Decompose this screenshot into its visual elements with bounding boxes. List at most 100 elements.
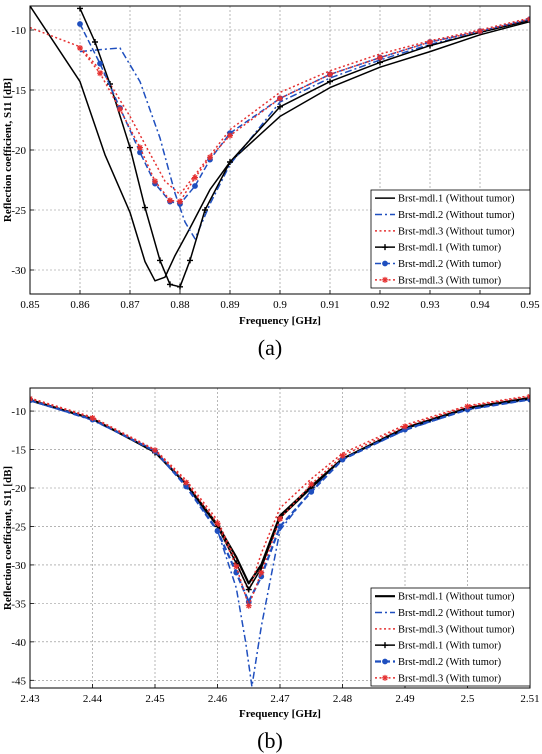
series-6-point	[207, 154, 213, 161]
series-5-point	[97, 60, 103, 67]
legend-marker	[382, 244, 388, 251]
y-tick-label: -10	[11, 25, 26, 37]
series-4-point	[202, 207, 208, 213]
series-6-point	[402, 423, 408, 430]
x-tick-label: 2.44	[83, 693, 103, 705]
y-tick-label: -20	[11, 145, 26, 157]
y-axis-label: Reflection coefficient, S11 [dB]	[2, 78, 14, 222]
panel-label: (b)	[257, 728, 283, 753]
series-6-point	[137, 144, 143, 151]
legend-entry: Brst-mdl.3 (With tumor)	[398, 673, 502, 684]
legend-box	[370, 587, 531, 687]
series-6-point	[77, 45, 83, 51]
y-tick-label: -25	[11, 205, 26, 217]
y-tick-label: -40	[11, 637, 26, 649]
x-tick-label: 0.91	[320, 299, 339, 311]
series-5-point	[192, 183, 198, 189]
y-tick-label: -15	[11, 445, 26, 457]
x-tick-label: 0.85	[20, 299, 40, 311]
series-6-point	[214, 520, 221, 527]
series-group	[30, 6, 530, 290]
x-axis-label: Frequency [GHz]	[239, 708, 321, 720]
legend-entry: Brst-mdl.3 (With tumor)	[398, 275, 502, 286]
y-tick-label: -25	[11, 521, 26, 533]
legend: Brst-mdl.1 (Without tumor) Brst-mdl.2 (Wi…	[370, 189, 531, 289]
panel-label: (a)	[258, 335, 282, 360]
x-tick-label: 2.46	[208, 693, 228, 705]
legend: Brst-mdl.1 (Without tumor) Brst-mdl.2 (Wi…	[370, 587, 531, 687]
y-tick-label: -20	[11, 483, 26, 495]
legend-entry: Brst-mdl.2 (Without tumor)	[398, 608, 515, 619]
legend-entry: Brst-mdl.2 (With tumor)	[398, 657, 502, 668]
x-tick-label: 0.88	[170, 299, 190, 311]
x-tick-label: 2.43	[20, 693, 40, 705]
series-4-point	[127, 144, 133, 151]
x-tick-label: 2.49	[395, 693, 415, 705]
series-6-point	[277, 95, 283, 102]
x-tick-label: 0.92	[370, 299, 389, 311]
x-axis-label: Frequency [GHz]	[239, 315, 321, 327]
series-4-point	[277, 103, 283, 110]
series-line-6	[30, 395, 530, 607]
series-4-point	[167, 281, 173, 288]
x-tick-label: 2.45	[145, 693, 165, 705]
series-6-point	[167, 197, 173, 204]
x-tick-label: 2.51	[520, 693, 539, 705]
x-tick-label: 0.86	[70, 299, 90, 311]
legend-entry: Brst-mdl.3 (Without tumor)	[398, 226, 515, 237]
series-6-point	[227, 132, 233, 139]
y-axis-label: Reflection coefficient, S11 [dB]	[2, 466, 14, 610]
legend-box	[370, 189, 531, 289]
series-6-point	[258, 569, 265, 576]
series-6-point	[327, 71, 333, 78]
series-line-5	[79, 18, 530, 205]
y-tick-label: -10	[11, 406, 26, 418]
legend-entry: Brst-mdl.3 (Without tumor)	[398, 624, 515, 635]
series-6-point	[427, 39, 433, 45]
series-6-point	[192, 174, 198, 181]
series-4-point	[227, 159, 233, 165]
series-6-point	[464, 403, 471, 410]
series-6-point	[89, 415, 96, 421]
series-4-point	[187, 257, 193, 264]
y-tick-label: -15	[11, 85, 26, 97]
series-4-point	[177, 283, 183, 290]
x-tick-label: 0.9	[273, 299, 287, 311]
series-line-3	[30, 17, 530, 196]
series-6-point	[233, 563, 240, 570]
chart-panel-a: 0.85 0.86 0.87 0.88 0.89 0.9 0.91 0.92 0.93 0.94 0…	[2, 5, 540, 360]
chart-panel-b: 2.43 2.44 2.45 2.46 2.47 2.48 2.49 2.5 2.51 -10 -1…	[2, 387, 540, 753]
x-tick-label: 0.87	[120, 299, 140, 311]
series-5-point	[214, 528, 221, 534]
legend-marker	[382, 674, 388, 681]
x-tick-label: 0.89	[220, 299, 240, 311]
x-tick-label: 2.48	[333, 693, 353, 705]
series-6-point	[308, 481, 315, 488]
y-tick-label: -30	[11, 560, 26, 572]
series-6-point	[97, 70, 103, 77]
series-line-3	[30, 394, 530, 593]
x-tick-label: 0.95	[520, 299, 540, 311]
series-6-point	[183, 479, 190, 486]
series-6-point	[277, 515, 283, 522]
series-4-point	[92, 39, 98, 45]
series-5-point	[277, 523, 283, 530]
series-5-point	[77, 21, 83, 27]
y-tick-label: -45	[11, 675, 26, 687]
series-line-6	[79, 18, 530, 203]
series-6-point	[377, 54, 383, 61]
series-6-point	[339, 452, 346, 459]
series-4-point	[142, 204, 148, 211]
legend-entry: Brst-mdl.2 (With tumor)	[398, 259, 502, 270]
legend-marker	[382, 260, 388, 267]
series-6-point	[177, 198, 183, 205]
series-4-point	[245, 586, 252, 593]
legend-entry: Brst-mdl.1 (Without tumor)	[398, 194, 515, 205]
legend-marker	[382, 658, 388, 665]
legend-entry: Brst-mdl.1 (Without tumor)	[398, 592, 515, 603]
legend-entry: Brst-mdl.1 (With tumor)	[398, 641, 502, 652]
series-group	[30, 393, 530, 688]
series-6-point	[477, 28, 483, 35]
series-4-point	[327, 78, 333, 85]
